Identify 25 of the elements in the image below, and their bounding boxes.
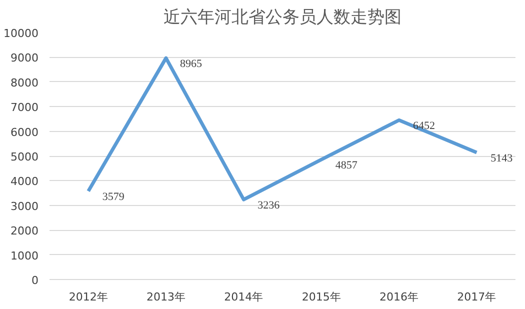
y-tick-label: 6000	[10, 126, 39, 139]
line-series	[86, 56, 478, 202]
y-tick-label: 0	[32, 274, 38, 287]
data-label: 5143	[490, 152, 514, 164]
y-tick-label: 7000	[10, 101, 39, 114]
x-tick-label: 2014年	[224, 290, 264, 304]
data-label: 6452	[413, 120, 435, 132]
y-tick-label: 2000	[10, 224, 39, 238]
data-label: 3579	[102, 191, 125, 204]
x-tick-label: 2015年	[302, 290, 341, 304]
y-tick-label: 1000	[10, 249, 39, 262]
data-label: 4857	[335, 160, 358, 172]
y-tick-label: 5000	[10, 150, 39, 164]
data-label: 8965	[180, 58, 202, 70]
y-tick-label: 10000	[4, 27, 39, 40]
chart-title: 近六年河北省公务员人数走势图	[164, 8, 402, 28]
x-tick-label: 2012年	[68, 290, 108, 304]
y-tick-label: 3000	[10, 200, 39, 213]
x-tick-label: 2017年	[457, 290, 496, 304]
y-tick-label: 9000	[10, 52, 39, 65]
y-tick-label: 4000	[10, 175, 39, 188]
data-label: 3236	[258, 200, 280, 212]
x-tick-label: 2016年	[380, 290, 419, 304]
x-tick-label: 2013年	[146, 290, 186, 304]
y-tick-label: 8000	[10, 76, 39, 90]
